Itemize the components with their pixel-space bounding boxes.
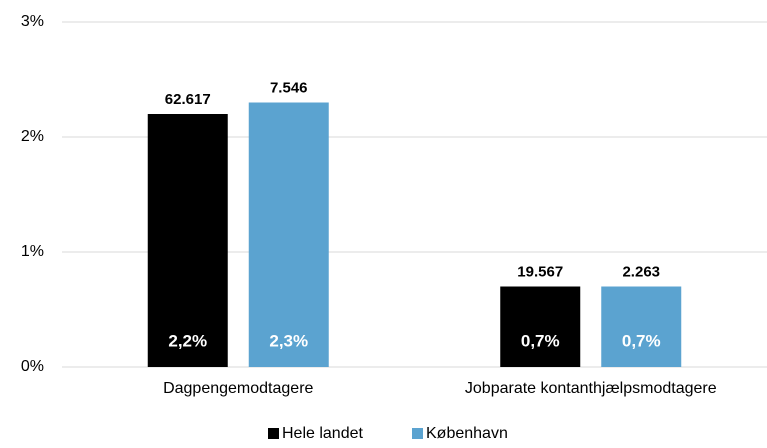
bar-value-label: 0,7% (521, 331, 560, 350)
y-tick-label: 0% (21, 358, 44, 375)
legend-swatch (412, 428, 423, 439)
legend-label: København (426, 425, 508, 442)
bar (248, 102, 329, 367)
bar-count-label: 19.567 (517, 263, 563, 280)
bar-count-label: 2.263 (622, 263, 660, 280)
bar (500, 286, 581, 367)
bar (147, 114, 228, 367)
bar-value-label: 2,3% (269, 331, 308, 350)
legend-label: Hele landet (282, 425, 364, 442)
bar-count-label: 62.617 (165, 91, 211, 108)
y-tick-label: 1% (21, 243, 44, 260)
bar-value-label: 0,7% (622, 331, 661, 350)
x-tick-label: Jobparate kontanthjælpsmodtagere (465, 380, 717, 397)
bar-count-label: 7.546 (270, 79, 308, 96)
bar-value-label: 2,2% (168, 331, 207, 350)
bar (601, 286, 682, 367)
y-tick-label: 2% (21, 128, 44, 145)
legend-swatch (268, 428, 279, 439)
x-tick-label: Dagpengemodtagere (163, 380, 313, 397)
y-tick-label: 3% (21, 13, 44, 30)
